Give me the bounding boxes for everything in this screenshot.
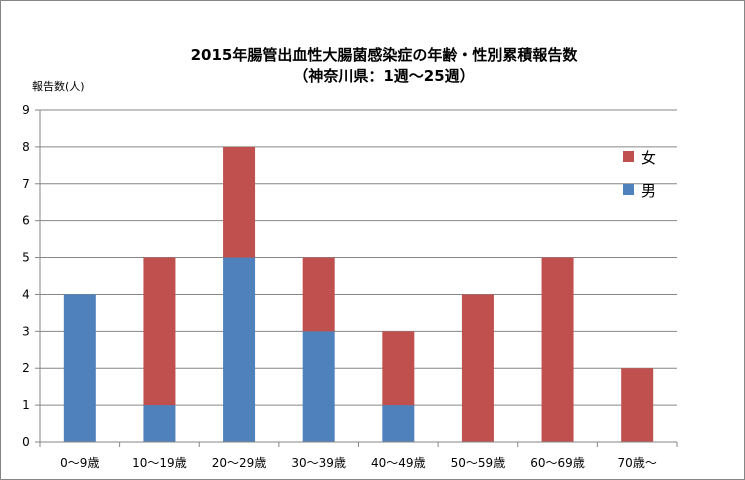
x-tick-label: 40～49歳	[371, 456, 426, 470]
bar-segment-male	[223, 257, 256, 442]
x-tick-label: 60～69歳	[530, 456, 585, 470]
bar-segment-female	[541, 257, 574, 442]
x-tick-label: 20～29歳	[212, 456, 267, 470]
x-tick-label: 0～9歳	[60, 456, 99, 470]
y-tick-label: 7	[22, 177, 30, 191]
legend-swatch-female	[623, 151, 634, 162]
y-tick-label: 4	[22, 287, 30, 301]
bar-segment-female	[382, 331, 415, 406]
y-tick-label: 9	[22, 103, 30, 117]
grid-layer	[40, 109, 677, 406]
chart-title: 2015年腸管出血性大腸菌感染症の年齢・性別累積報告数	[191, 46, 579, 64]
bars-layer	[63, 146, 654, 442]
y-tick-label: 1	[22, 398, 30, 412]
y-tick-label: 5	[22, 251, 30, 265]
y-tick-label: 2	[22, 361, 30, 375]
legend: 女男	[623, 149, 656, 200]
x-tick-labels: 0～9歳 10～19歳 20～29歳 30～39歳 40～49歳 50～59歳 60～69歳…	[60, 456, 657, 470]
legend-label-female: 女	[641, 149, 656, 167]
bar-segment-female	[143, 257, 176, 406]
y-tick-label: 3	[22, 324, 30, 338]
chart-subtitle: （神奈川県：1週～25週）	[293, 67, 474, 85]
bar-segment-female	[223, 146, 256, 258]
bar-segment-male	[143, 405, 176, 442]
bar-segment-male	[63, 294, 96, 442]
x-tick-label: 70歳～	[618, 456, 657, 470]
axis-layer	[35, 109, 678, 447]
bar-segment-male	[382, 405, 415, 442]
bar-segment-male	[302, 331, 335, 442]
x-tick-label: 10～19歳	[132, 456, 187, 470]
y-tick-label: 6	[22, 214, 30, 228]
y-tick-label: 8	[22, 140, 30, 154]
x-tick-label: 30～39歳	[291, 456, 346, 470]
bar-segment-female	[621, 368, 654, 442]
y-axis-label: 報告数(人)	[32, 80, 85, 93]
y-tick-labels: 0 1 2 3 4 5 6 7 8 9	[22, 103, 30, 449]
x-tick-label: 50～59歳	[451, 456, 506, 470]
bar-segment-female	[461, 294, 494, 442]
y-tick-label: 0	[22, 435, 30, 449]
legend-swatch-male	[623, 184, 634, 195]
bar-segment-female	[302, 257, 335, 332]
legend-label-male: 男	[641, 182, 656, 200]
